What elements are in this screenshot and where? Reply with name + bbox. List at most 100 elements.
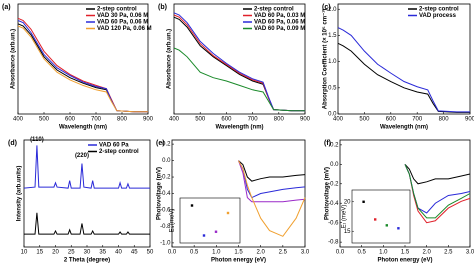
series-line	[17, 25, 148, 113]
y-tick-label: 0.0	[162, 158, 171, 164]
x-tick-label: 0.0	[168, 250, 177, 256]
y-tick-label: -0.6	[160, 208, 171, 214]
series-line	[17, 17, 148, 113]
y-tick-label: -0.2	[160, 175, 171, 181]
x-tick-label: 500	[195, 117, 206, 123]
inset-frame	[351, 189, 411, 244]
x-axis-label: Wavelength (nm)	[380, 125, 428, 131]
x-tick-label: 2.0	[256, 250, 265, 256]
y-tick-label: 0.5	[328, 85, 337, 91]
y-axis-label: Photovoltage (mV)	[157, 167, 163, 220]
series-line	[173, 47, 305, 112]
x-tick-label: 500	[359, 117, 370, 123]
x-tick-label: 3.0	[466, 250, 474, 256]
y-tick-label: 0.0	[330, 162, 339, 168]
x-axis-label: 2 Theta (degree)	[64, 258, 110, 264]
series-line	[17, 20, 148, 113]
panel-label: (b)	[158, 4, 167, 11]
x-tick-label: 400	[333, 117, 344, 123]
series-line	[17, 23, 148, 113]
inset-point	[385, 224, 388, 227]
legend-label: 2-step control	[97, 7, 137, 13]
series-line	[404, 164, 471, 219]
x-tick-label: 30	[84, 250, 91, 256]
legend-label: VAD 60 Pa, 0.09 M	[254, 26, 305, 32]
y-tick-label: 2.0	[328, 7, 337, 13]
legend-label: VAD 60 Pa, 0.06 M	[254, 20, 305, 26]
x-tick-label: 800	[274, 117, 285, 123]
x-tick-label: 45	[131, 250, 138, 256]
series-line	[238, 160, 306, 182]
series-line	[238, 160, 306, 199]
x-axis-label: Photon energy (eV)	[377, 258, 432, 264]
inset-frame	[179, 197, 241, 244]
inset-point	[397, 227, 400, 230]
inset-point	[190, 204, 194, 207]
x-tick-label: 900	[143, 117, 154, 123]
x-tick-label: 35	[99, 250, 106, 256]
x-tick-label: 1.0	[212, 250, 221, 256]
y-tick-label: -1.0	[160, 240, 171, 246]
series-line	[404, 164, 471, 214]
x-tick-label: 500	[39, 117, 50, 123]
legend-label: VAD 30 Pa, 0.06 M	[97, 13, 148, 19]
x-tick-label: 0.0	[336, 250, 345, 256]
y-tick-label: -0.8	[328, 240, 339, 246]
x-tick-label: 1.5	[234, 250, 243, 256]
panel-label: (d)	[8, 140, 17, 147]
inset-point	[214, 230, 218, 233]
series-line	[23, 145, 150, 189]
series-line	[24, 212, 150, 235]
x-tick-label: 40	[115, 250, 122, 256]
y-axis-label: Absorbance (arb.un.)	[167, 29, 173, 89]
inset-y-label: Eₜ (meV)	[170, 209, 176, 233]
y-tick-label: 0.0	[328, 112, 337, 118]
series-line	[238, 160, 306, 237]
inset-y-tick-label: 20	[344, 199, 351, 205]
x-tick-label: 600	[221, 117, 232, 123]
x-tick-label: 10	[21, 250, 28, 256]
x-axis-label: Wavelength (nm)	[59, 125, 107, 131]
y-tick-label: -0.6	[328, 220, 339, 226]
legend-label: 2-step control	[254, 7, 294, 13]
y-tick-label: -0.2	[328, 181, 339, 187]
x-tick-label: 2.5	[279, 250, 288, 256]
legend-label: VAD 120 Pa, 0.06 M	[97, 26, 152, 32]
x-tick-label: 600	[65, 117, 76, 123]
x-tick-label: 1.5	[401, 250, 410, 256]
plot-frame	[173, 3, 306, 115]
annotation: (110)	[30, 137, 44, 143]
y-tick-label: 1.5	[328, 33, 337, 39]
x-tick-label: 0.5	[190, 250, 199, 256]
y-axis-label: Absorbance (arb.un.)	[11, 29, 17, 89]
x-tick-label: 50	[147, 250, 154, 256]
x-tick-label: 900	[465, 117, 474, 123]
legend-label: VAD 60 Pa	[99, 143, 129, 149]
legend-label: VAD 60 Pa, 0.06 M	[97, 20, 148, 26]
x-tick-label: 20	[52, 250, 59, 256]
x-tick-label: 3.0	[301, 250, 310, 256]
inset-point	[362, 200, 365, 203]
x-tick-label: 400	[169, 117, 180, 123]
annotation: (220)	[75, 153, 89, 159]
inset-y-label: Eₜ (meV)	[342, 205, 348, 229]
x-tick-label: 400	[13, 117, 24, 123]
x-tick-label: 800	[117, 117, 128, 123]
x-tick-label: 2.0	[422, 250, 431, 256]
y-tick-label: -0.8	[160, 224, 171, 230]
x-tick-label: 800	[439, 117, 450, 123]
series-line	[404, 163, 471, 185]
x-tick-label: 700	[412, 117, 423, 123]
panel-label: (a)	[2, 4, 11, 11]
plot-frame	[17, 3, 149, 115]
x-tick-label: 700	[91, 117, 102, 123]
y-tick-label: 1.0	[328, 59, 337, 65]
y-tick-label: -0.4	[160, 191, 171, 197]
x-tick-label: 15	[36, 250, 43, 256]
x-tick-label: 1.0	[379, 250, 388, 256]
inset-point	[374, 218, 377, 221]
series-line	[337, 42, 470, 113]
x-tick-label: 2.5	[444, 250, 453, 256]
panel-label: (e)	[156, 140, 165, 147]
